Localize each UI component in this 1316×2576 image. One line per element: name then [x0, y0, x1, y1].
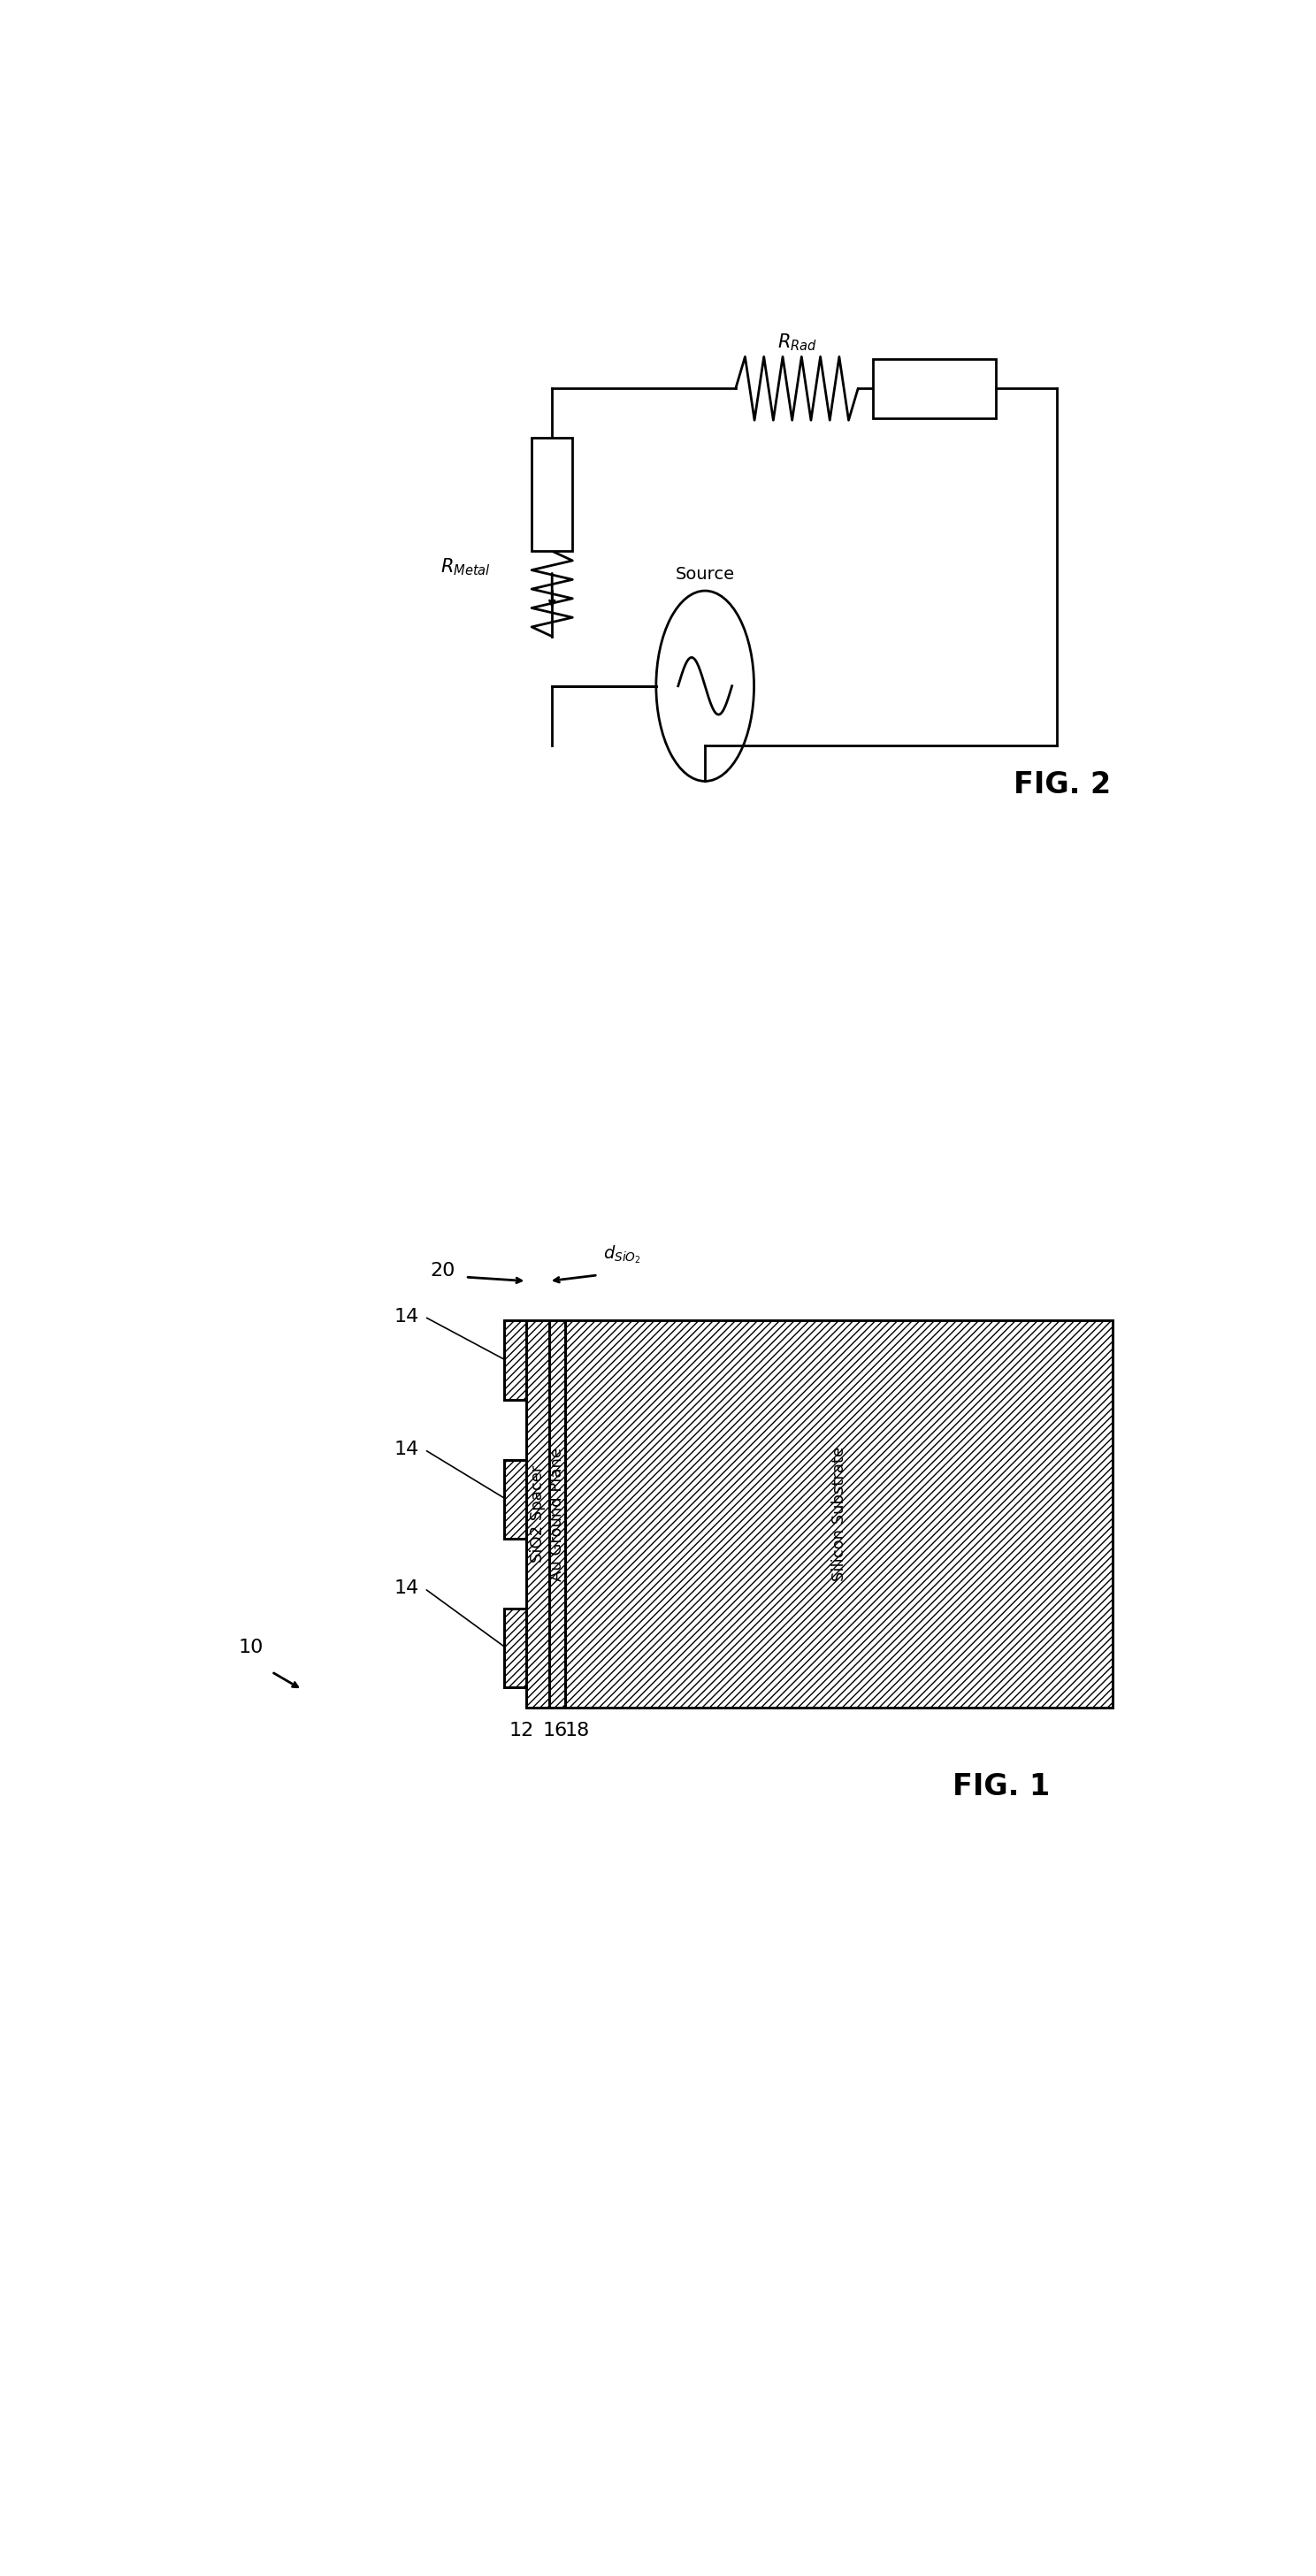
Text: 16: 16 — [542, 1721, 567, 1739]
Text: 20: 20 — [430, 1262, 455, 1280]
Text: 14: 14 — [395, 1440, 420, 1458]
Bar — [874, 358, 996, 417]
Text: $R_{Rad}$: $R_{Rad}$ — [776, 332, 817, 353]
Text: 12: 12 — [509, 1721, 534, 1739]
Text: FIG. 1: FIG. 1 — [951, 1772, 1050, 1801]
Text: 18: 18 — [565, 1721, 590, 1739]
Bar — [504, 1321, 526, 1401]
Text: $d_{SiO_2}$: $d_{SiO_2}$ — [603, 1244, 641, 1265]
Text: $R_{Metal}$: $R_{Metal}$ — [441, 556, 491, 577]
Bar — [504, 1607, 526, 1687]
Bar — [526, 1321, 549, 1708]
Bar — [566, 1321, 1113, 1708]
Bar — [504, 1321, 526, 1401]
Text: 10: 10 — [238, 1638, 263, 1656]
Bar — [549, 1321, 566, 1708]
Text: Au Ground Plane: Au Ground Plane — [549, 1448, 565, 1582]
Bar — [504, 1461, 526, 1538]
Text: 14: 14 — [395, 1309, 420, 1327]
Text: SiO2 Spacer: SiO2 Spacer — [530, 1466, 546, 1564]
Bar — [549, 1321, 566, 1708]
Bar — [504, 1607, 526, 1687]
Bar — [566, 1321, 1113, 1708]
Text: Silicon Substrate: Silicon Substrate — [832, 1448, 848, 1582]
Bar — [504, 1461, 526, 1538]
Text: 14: 14 — [395, 1579, 420, 1597]
Text: FIG. 2: FIG. 2 — [1013, 770, 1111, 799]
Bar — [566, 1321, 1113, 1708]
Bar — [549, 1321, 566, 1708]
Text: Source: Source — [675, 567, 734, 582]
Bar — [504, 1321, 526, 1401]
Bar — [504, 1461, 526, 1538]
Bar — [504, 1607, 526, 1687]
Bar — [526, 1321, 549, 1708]
Bar — [526, 1321, 549, 1708]
Bar — [532, 438, 572, 551]
